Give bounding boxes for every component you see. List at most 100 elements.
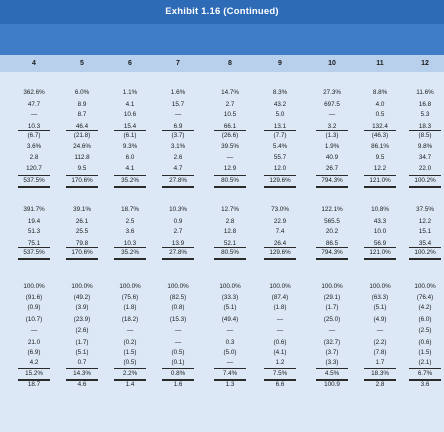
table-cell: — xyxy=(328,111,336,118)
table-cell: 2.6 xyxy=(173,154,183,161)
table-cell: — xyxy=(226,359,234,366)
table-cell: 3.2 xyxy=(327,123,337,130)
table-cell: 13.1 xyxy=(273,123,287,130)
table-cell: 15.7 xyxy=(171,101,185,108)
table-cell: 100.0% xyxy=(119,283,141,290)
subtotal-rule xyxy=(364,129,396,131)
table-cell: — xyxy=(30,327,38,334)
table-cell: 80.5% xyxy=(221,249,239,256)
table-cell: 794.3% xyxy=(321,249,343,256)
subtotal-rule xyxy=(264,129,296,131)
subtotal-rule xyxy=(214,174,246,176)
table-cell: (0.8) xyxy=(171,304,185,311)
table-cell: 11.6% xyxy=(416,89,434,96)
table-cell: (2.2) xyxy=(373,339,387,346)
subtotal-rule xyxy=(316,246,348,248)
table-cell: 3.6 xyxy=(420,381,430,388)
table-cell: 20.2 xyxy=(325,228,339,235)
table-cell: (6.9) xyxy=(27,349,41,356)
table-row: 537.5% 170.6% 35.2% 27.8% 80.5% 129.6% 794.3% 1… xyxy=(0,248,444,257)
table-cell: 43.3 xyxy=(373,218,387,225)
table-cell: 10.3% xyxy=(169,206,187,213)
table-cell: 9.3% xyxy=(122,143,138,150)
table-cell: (15.3) xyxy=(169,316,187,323)
table-cell: (0.5) xyxy=(171,349,185,356)
table-cell: (3.7) xyxy=(325,349,339,356)
table-row: (91.6) (49.2) (75.6) (82.5) (33.3) (87.4) (29.… xyxy=(0,293,444,302)
table-cell: 2.8 xyxy=(225,218,235,225)
total-double-rule xyxy=(316,378,348,381)
table-cell: 27.8% xyxy=(169,177,187,184)
table-cell: 170.6% xyxy=(71,249,93,256)
table-cell: 10.0 xyxy=(373,228,387,235)
subtotal-rule xyxy=(214,246,246,248)
table-cell: (26.6) xyxy=(221,132,239,139)
table-cell: (82.5) xyxy=(169,294,187,301)
table-cell: (0.2) xyxy=(123,339,137,346)
total-double-rule xyxy=(409,378,441,381)
table-body xyxy=(0,72,444,432)
subtotal-rule xyxy=(214,129,246,131)
table-cell: 100.0% xyxy=(71,283,93,290)
total-double-rule xyxy=(66,257,98,260)
table-cell: (4.1) xyxy=(273,349,287,356)
subtotal-rule xyxy=(18,174,50,176)
table-cell: 1.1% xyxy=(122,89,138,96)
table-cell: 10.6 xyxy=(123,111,137,118)
subtotal-rule xyxy=(162,174,194,176)
table-cell: 15.2% xyxy=(25,370,43,377)
table-row: (10.7) (23.9) (18.2) (15.3) (49.4) — (25.0) (4.… xyxy=(0,315,444,324)
table-cell: 129.6% xyxy=(269,177,291,184)
table-row: 537.5% 170.6% 35.2% 27.8% 80.5% 129.6% 794.3% 1… xyxy=(0,176,444,185)
table-cell: 86.1% xyxy=(371,143,389,150)
table-cell: (8.5) xyxy=(418,132,432,139)
table-cell: 15.4 xyxy=(123,123,137,130)
total-double-rule xyxy=(66,185,98,188)
table-cell: (63.3) xyxy=(371,294,389,301)
table-cell: (21.8) xyxy=(73,132,91,139)
table-cell: 6.9 xyxy=(173,123,183,130)
column-number-12: 12 xyxy=(421,60,429,67)
table-cell: 4.1 xyxy=(125,101,135,108)
table-cell: (23.9) xyxy=(73,316,91,323)
table-cell: 100.9 xyxy=(324,381,340,388)
table-cell: 16.8 xyxy=(418,101,432,108)
table-cell: 12.7% xyxy=(221,206,239,213)
table-cell: 75.1 xyxy=(27,240,41,247)
table-cell: 79.8 xyxy=(75,240,89,247)
table-cell: 21.0 xyxy=(27,339,41,346)
table-cell: 80.5% xyxy=(221,177,239,184)
table-cell: 4.1 xyxy=(125,165,135,172)
table-cell: 121.0% xyxy=(369,177,391,184)
total-double-rule xyxy=(214,185,246,188)
table-cell: 4.5% xyxy=(324,370,340,377)
table-cell: 565.5 xyxy=(324,218,340,225)
subtotal-rule xyxy=(409,174,441,176)
table-cell: 12.9 xyxy=(223,165,237,172)
column-number-7: 7 xyxy=(176,60,180,67)
table-cell: 35.4 xyxy=(418,240,432,247)
table-cell: 14.7% xyxy=(221,89,239,96)
table-cell: 697.5 xyxy=(324,101,340,108)
table-cell: 7.5% xyxy=(272,370,288,377)
table-cell: 86.5 xyxy=(325,240,339,247)
total-double-rule xyxy=(364,257,396,260)
table-cell: — xyxy=(226,327,234,334)
table-cell: 112.8 xyxy=(74,154,90,161)
table-cell: 6.6 xyxy=(275,381,285,388)
table-cell: 43.2 xyxy=(273,101,287,108)
table-cell: (0.5) xyxy=(123,359,137,366)
subtotal-rule xyxy=(264,367,296,369)
table-cell: 10.3 xyxy=(123,240,137,247)
table-cell: 27.8% xyxy=(169,249,187,256)
exhibit-title: Exhibit 1.16 (Continued) xyxy=(0,0,444,24)
table-cell: (91.6) xyxy=(25,294,43,301)
table-cell: (4.2) xyxy=(418,304,432,311)
table-cell: (5.0) xyxy=(223,349,237,356)
table-cell: 6.7% xyxy=(417,370,433,377)
table-cell: (4.9) xyxy=(373,316,387,323)
table-row: (6.7) (21.8) (6.1) (3.7) (26.6) (7.7) (1.3) (46… xyxy=(0,131,444,140)
subtotal-rule xyxy=(316,174,348,176)
total-double-rule xyxy=(18,378,50,381)
subtotal-rule xyxy=(66,367,98,369)
